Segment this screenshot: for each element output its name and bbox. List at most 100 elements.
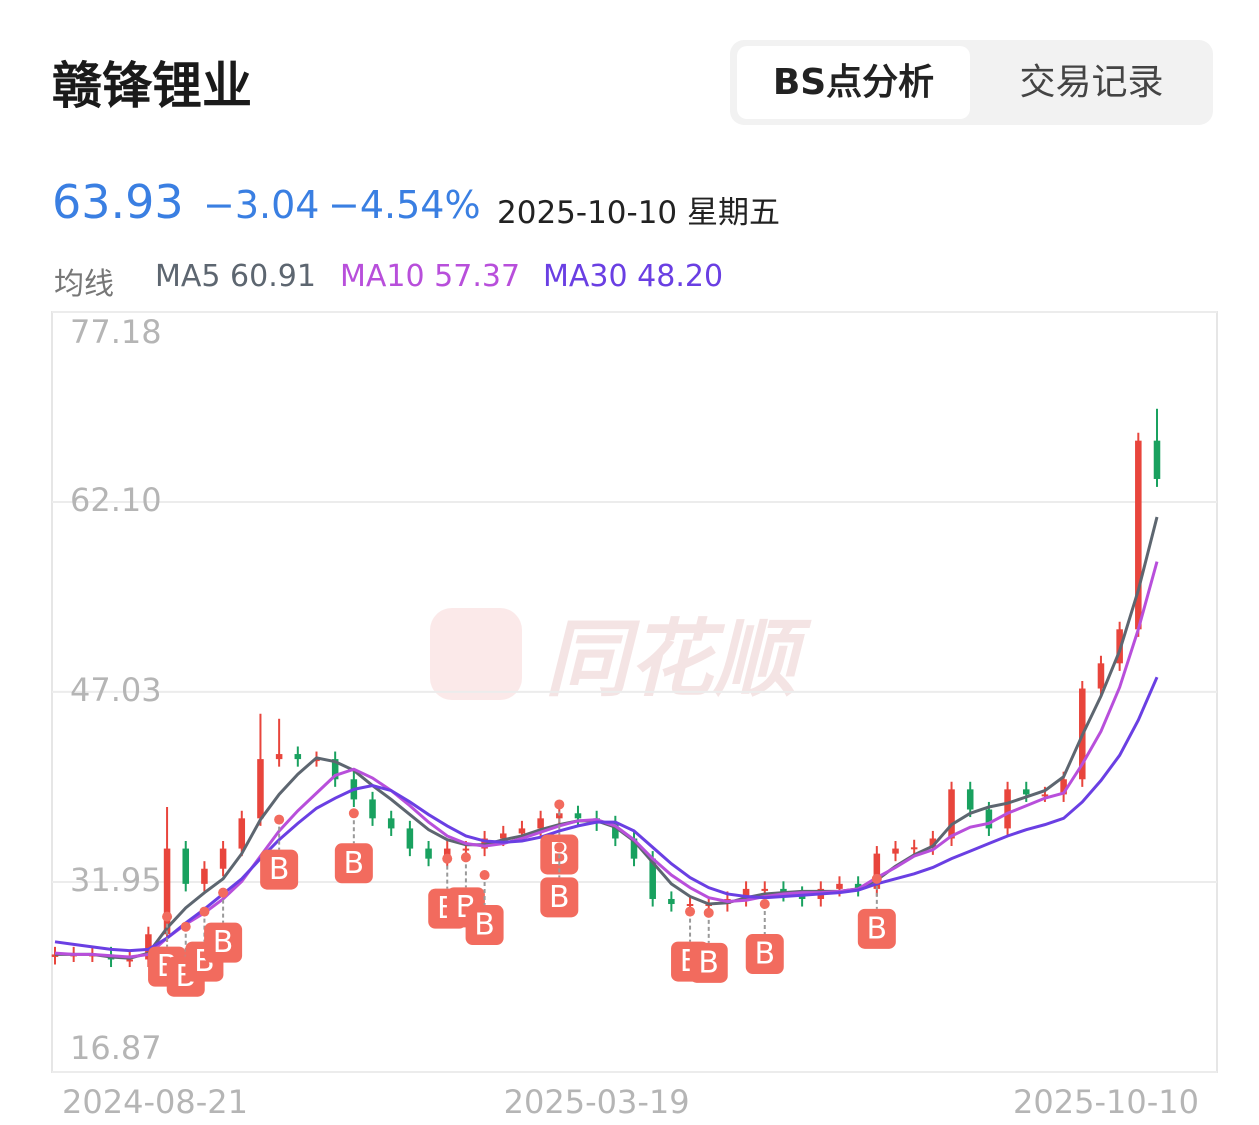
bs-dot: [703, 907, 714, 918]
candle-body: [182, 848, 190, 884]
candle-body: [630, 838, 638, 859]
watermark-icon: [430, 608, 522, 700]
bs-dot: [871, 873, 882, 884]
bs-label: B: [549, 880, 570, 915]
ma-value: 48.20: [637, 259, 724, 294]
tab-active[interactable]: BS点分析: [737, 46, 970, 119]
bs-label: B: [867, 911, 888, 946]
tab[interactable]: 交易记录: [1019, 62, 1164, 103]
bs-dot: [180, 921, 191, 932]
candle-body: [443, 848, 451, 859]
candle-body: [910, 847, 918, 850]
candle-body: [649, 858, 656, 899]
candle-body: [836, 883, 843, 889]
candle-body: [406, 828, 414, 849]
ma-name: MA10: [340, 259, 425, 294]
tab-bar: BS点分析 交易记录: [730, 40, 1213, 125]
y-tick-label: 16.87: [70, 1029, 162, 1067]
candle-body: [145, 934, 152, 960]
ma-name: MA5: [155, 259, 221, 294]
bs-badge: [465, 905, 504, 946]
candle-body: [966, 789, 974, 810]
bs-dot: [554, 799, 565, 810]
bs-label: B: [698, 945, 719, 980]
bs-dot: [199, 906, 210, 917]
bs-badge: [334, 843, 373, 884]
candle-body: [1097, 663, 1105, 689]
candle-body: [387, 818, 395, 829]
candle-body: [313, 759, 320, 762]
bs-dot: [759, 899, 770, 910]
x-tick-label: 2024-08-21: [62, 1083, 248, 1121]
y-tick-label: 47.03: [70, 671, 162, 709]
bs-dot: [218, 887, 229, 898]
candle-body: [462, 848, 470, 851]
price: 63.93: [52, 175, 184, 229]
bs-label: B: [474, 908, 495, 943]
ma-legend: MA30 48.20: [543, 259, 723, 294]
candle-body: [1041, 794, 1049, 797]
candle-body: [556, 813, 563, 819]
candle-body: [126, 959, 133, 962]
bs-dot: [274, 814, 285, 825]
change: −3.04: [203, 183, 320, 227]
candle-body: [873, 853, 881, 889]
bs-dot: [348, 808, 359, 819]
ma-value: 57.37: [434, 259, 521, 294]
candle-body: [369, 799, 376, 819]
bs-badge: [540, 877, 579, 918]
candle-body: [294, 754, 302, 760]
candle-body: [219, 848, 227, 869]
candle-body: [854, 883, 862, 889]
candle-body: [257, 759, 264, 819]
y-tick-label: 62.10: [70, 481, 162, 519]
candle-body: [1022, 789, 1030, 795]
candle-body: [163, 848, 171, 935]
bs-badge: [857, 908, 896, 949]
bs-badge: [689, 942, 728, 983]
candle-body: [985, 809, 993, 829]
bs-dot: [479, 870, 490, 881]
candle-body: [742, 888, 750, 899]
candle-body: [948, 789, 955, 839]
bs-badge: [204, 922, 243, 963]
candle-body: [537, 818, 544, 829]
candle-body: [1153, 440, 1161, 479]
stock-title: 赣锋锂业: [52, 57, 252, 115]
ma-value: 60.91: [230, 259, 316, 294]
y-tick-label: 31.95: [70, 861, 162, 899]
bs-dot: [460, 852, 471, 863]
bs-dot: [442, 853, 453, 864]
bs-label: B: [213, 925, 234, 960]
candle-body: [238, 818, 246, 849]
y-tick-label: 77.18: [70, 313, 162, 351]
candle-body: [892, 848, 899, 854]
x-tick-label: 2025-10-10: [1013, 1083, 1199, 1121]
ma-legend: MA10 57.37: [340, 259, 520, 294]
ma-name: MA30: [543, 259, 628, 294]
candle-body: [275, 754, 283, 760]
bs-label: B: [754, 937, 775, 972]
candle-body: [201, 868, 208, 884]
candle-body: [612, 823, 619, 839]
candle-body: [1135, 440, 1142, 630]
ma-legend: MA5 60.91: [155, 259, 316, 294]
watermark: 同花顺: [545, 610, 812, 708]
candle-body: [1004, 789, 1011, 829]
bs-label: B: [344, 846, 365, 881]
bs-dot: [685, 906, 696, 917]
candle-body: [331, 759, 339, 780]
candle-body: [1060, 779, 1067, 795]
candle-body: [500, 833, 507, 839]
quote-date: 2025-10-10 星期五: [497, 195, 781, 231]
candle-body: [425, 848, 432, 859]
bs-dot: [162, 911, 173, 922]
bs-badge: [745, 934, 784, 975]
candle-body: [761, 888, 769, 891]
bs-label: B: [269, 852, 290, 887]
ma-label: 均线: [54, 267, 114, 302]
candle-body: [574, 813, 582, 819]
candle-body: [668, 898, 675, 905]
